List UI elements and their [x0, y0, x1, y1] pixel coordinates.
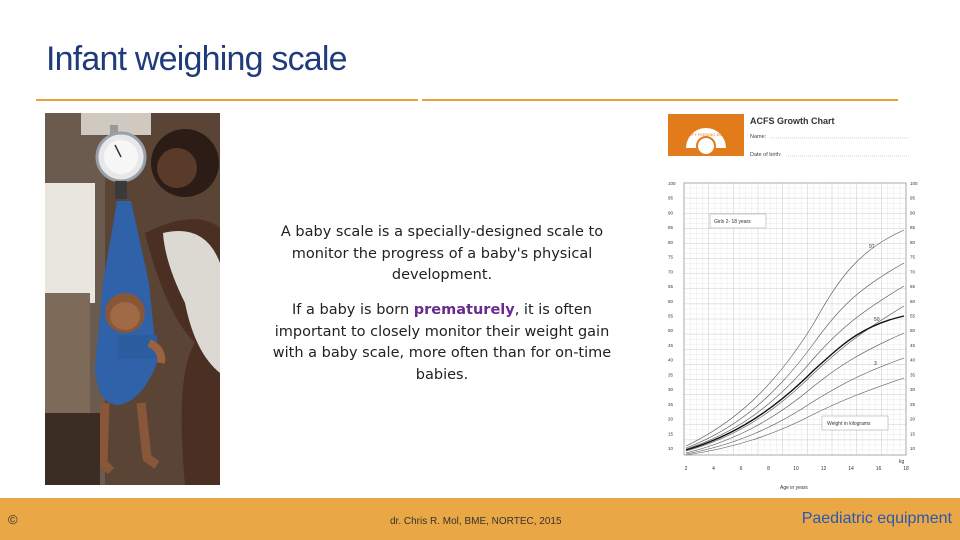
y-tick-label: 20	[668, 417, 674, 422]
premature-paragraph: If a baby is born prematurely, it is oft…	[268, 300, 616, 386]
author-credit: dr. Chris R. Mol, BME, NORTEC, 2015	[390, 516, 562, 527]
y-tick-label: 35	[668, 372, 674, 377]
y-tick-label: 50	[668, 328, 674, 333]
x-tick-label: 14	[848, 466, 854, 472]
percentile-3-label: 3	[874, 361, 877, 367]
y-tick-label: 100	[910, 181, 918, 186]
x-tick-label: 16	[876, 466, 882, 472]
description-paragraph: A baby scale is a specially-designed sca…	[280, 224, 604, 283]
premature-paragraph-end: , it is often important to closely monit…	[272, 302, 612, 383]
weight-label-box: Weight in kilograms	[827, 421, 871, 427]
percentile-50-label: 50	[874, 317, 880, 323]
y-tick-label: 80	[910, 240, 916, 245]
y-tick-label: 20	[910, 417, 916, 422]
curve-50	[685, 315, 905, 451]
premature-paragraph-start: If a baby is born	[292, 302, 414, 318]
y-tick-label: 90	[910, 210, 916, 215]
growth-chart-image: COMMUNITY FEEDING EDUCATION ACFS Growth …	[664, 108, 922, 498]
curve-97	[685, 229, 905, 447]
footer-bar	[0, 498, 960, 540]
y-tick-label: 30	[668, 387, 674, 392]
copyright-symbol: ©	[8, 512, 18, 527]
section-title: Paediatric equipment	[801, 510, 952, 527]
y-tick-label: 75	[910, 255, 916, 260]
y-tick-label: 65	[668, 284, 674, 289]
y-tick-label: 25	[668, 402, 674, 407]
y-tick-label: 45	[668, 343, 674, 348]
y-tick-label: 15	[910, 431, 916, 436]
title-underline-right	[422, 99, 898, 101]
x-tick-label: 10	[793, 466, 799, 472]
y-tick-label: 70	[910, 269, 916, 274]
y-tick-label: 95	[668, 196, 674, 201]
dob-label: Date of birth:	[750, 152, 782, 158]
x-axis-label: Age in years	[780, 485, 808, 491]
y-tick-label: 55	[668, 314, 674, 319]
y-tick-label: 90	[668, 210, 674, 215]
chart-subtitle-box: Girls 2- 18 years	[714, 219, 751, 225]
y-axis-left-ticks: 100 95 90 85 80 75 70 65 60 55 50 45 40 35 30 25 20 15 10	[668, 181, 676, 451]
x-tick-label: 18	[903, 466, 909, 472]
y-tick-label: 10	[910, 446, 916, 451]
title-underline-left	[36, 99, 418, 101]
y-axis-right-ticks: 100 95 90 85 80 75 70 65 60 55 50 45 40 35 30 25 20 15 10	[910, 181, 918, 451]
y-tick-label: 25	[910, 402, 916, 407]
y-tick-label: 10	[668, 446, 674, 451]
x-tick-label: 6	[740, 466, 743, 472]
y-tick-label: 50	[910, 328, 916, 333]
y-tick-label: 70	[668, 269, 674, 274]
y-tick-label: 80	[668, 240, 674, 245]
chart-header-title: ACFS Growth Chart	[750, 116, 835, 126]
chart-grid	[683, 182, 907, 456]
x-tick-label: 12	[821, 466, 827, 472]
logo-text: COMMUNITY FEEDING EDUCATION	[672, 132, 740, 137]
y-tick-label: 40	[910, 358, 916, 363]
y-tick-label: 85	[668, 225, 674, 230]
x-axis-ticks: 2 4 6 8 10 12 14 16 18	[685, 466, 909, 472]
premature-highlight-link[interactable]: prematurely	[413, 302, 515, 318]
slide-title: Infant weighing scale	[46, 40, 348, 78]
y-tick-label: 95	[910, 196, 916, 201]
baby-scale-photo	[45, 113, 220, 485]
y-tick-label: 30	[910, 387, 916, 392]
y-tick-label: 100	[668, 181, 676, 186]
y-tick-label: 45	[910, 343, 916, 348]
y-tick-label: 55	[910, 314, 916, 319]
x-tick-label: 8	[767, 466, 770, 472]
percentile-97-label: 97	[869, 244, 875, 250]
y-tick-label: 15	[668, 431, 674, 436]
name-label: Name:	[750, 134, 767, 140]
y-tick-label: 85	[910, 225, 916, 230]
y-tick-label: 40	[668, 358, 674, 363]
y-tick-label: 60	[668, 299, 674, 304]
kg-unit-label: kg	[899, 459, 905, 465]
x-tick-label: 2	[685, 466, 688, 472]
y-tick-label: 75	[668, 255, 674, 260]
percentile-curves	[685, 229, 905, 456]
x-tick-label: 4	[712, 466, 715, 472]
y-tick-label: 35	[910, 372, 916, 377]
y-tick-label: 60	[910, 299, 916, 304]
y-tick-label: 65	[910, 284, 916, 289]
